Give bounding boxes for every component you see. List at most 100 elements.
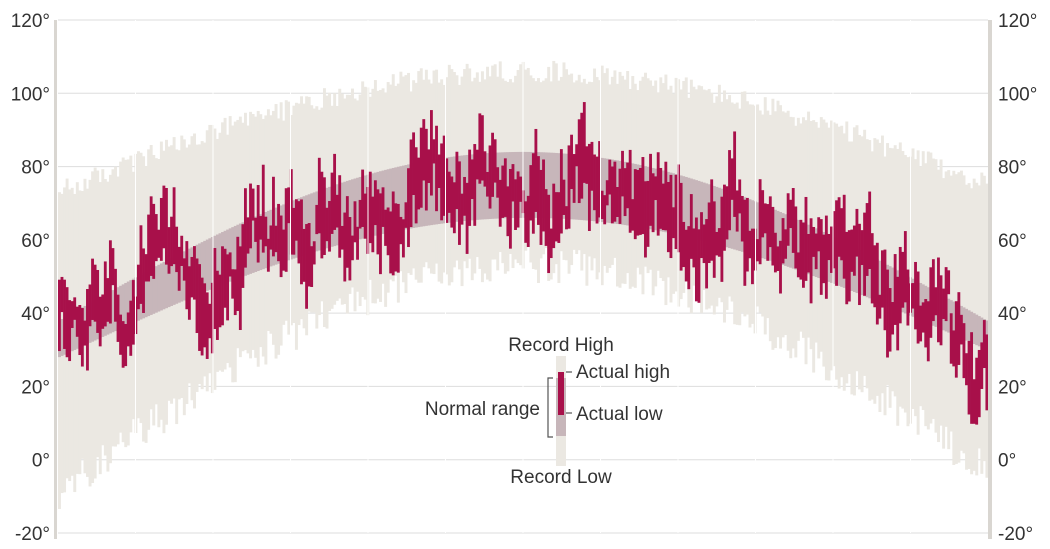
actual-bar	[399, 216, 403, 245]
normal-bar	[437, 158, 441, 224]
normal-bar	[975, 314, 979, 346]
y-tick-label-left: 120°	[11, 11, 50, 32]
actual-bar	[954, 301, 958, 378]
actual-bar	[119, 314, 122, 355]
actual-bar	[236, 236, 240, 311]
normal-bar	[547, 152, 551, 219]
actual-bar	[455, 151, 459, 210]
actual-bar	[491, 132, 494, 197]
normal-bar	[789, 216, 793, 268]
actual-bar	[638, 167, 642, 235]
actual-bar	[182, 258, 186, 281]
normal-bar	[396, 166, 400, 231]
actual-bar	[577, 119, 581, 204]
actual-bar	[486, 171, 489, 197]
actual-bar	[898, 246, 902, 324]
normal-bar	[888, 266, 892, 307]
actual-bar	[654, 176, 658, 201]
normal-bar	[631, 163, 635, 227]
normal-bar	[432, 159, 436, 225]
actual-bar	[340, 225, 344, 250]
normal-bar	[878, 260, 882, 303]
actual-bar	[458, 161, 461, 245]
normal-bar	[692, 179, 696, 239]
normal-bar	[776, 210, 780, 264]
actual-bar	[442, 135, 446, 216]
actual-bar	[203, 283, 207, 348]
actual-bar	[962, 323, 966, 379]
y-tick-label-right: 60°	[998, 231, 1027, 252]
actual-bar	[776, 246, 780, 271]
normal-bar	[259, 214, 263, 271]
actual-bar	[534, 128, 538, 212]
actual-bar	[516, 171, 520, 228]
actual-bar	[465, 182, 469, 254]
actual-bar	[193, 246, 196, 300]
actual-bar	[215, 270, 219, 340]
actual-bar	[735, 190, 739, 232]
actual-bar	[768, 196, 772, 248]
normal-bar	[585, 155, 589, 221]
normal-bar	[694, 180, 698, 240]
actual-bar	[307, 223, 311, 287]
actual-bar	[641, 157, 645, 235]
normal-bar	[748, 199, 752, 255]
actual-bar	[916, 271, 920, 344]
normal-bar	[557, 153, 561, 219]
actual-bar	[394, 203, 398, 272]
actual-bar	[274, 225, 278, 253]
normal-bar	[565, 153, 568, 219]
actual-bar	[812, 226, 816, 257]
normal-bar	[254, 216, 258, 272]
actual-bar	[419, 127, 423, 208]
normal-bar	[970, 311, 974, 343]
legend-actual-high-label: Actual high	[576, 362, 670, 383]
actual-bar	[725, 186, 729, 240]
actual-bar	[292, 207, 296, 255]
y-tick-label-left: 20°	[21, 377, 50, 398]
actual-bar	[302, 228, 306, 282]
actual-bar	[598, 141, 602, 218]
actual-bar	[975, 357, 979, 425]
normal-bar	[493, 152, 497, 219]
actual-bar	[136, 264, 140, 310]
actual-bar	[850, 229, 854, 272]
actual-bar	[921, 302, 925, 333]
actual-bar	[623, 168, 627, 217]
actual-bar	[761, 190, 765, 238]
actual-bar	[947, 270, 951, 295]
actual-bar	[858, 223, 861, 306]
actual-bar	[514, 179, 517, 230]
actual-bar	[980, 342, 984, 389]
actual-bar	[218, 274, 222, 328]
actual-bar	[937, 257, 940, 343]
actual-bar	[167, 227, 171, 274]
actual-bar	[926, 301, 930, 362]
normal-bar	[705, 183, 709, 242]
actual-bar	[294, 199, 298, 241]
actual-bar	[175, 226, 179, 273]
actual-bar	[424, 128, 428, 211]
actual-bar	[80, 308, 84, 367]
actual-bar	[315, 204, 319, 235]
actual-bar	[677, 164, 680, 253]
actual-bar	[784, 229, 788, 259]
actual-bar	[384, 209, 387, 246]
actual-bar	[63, 279, 66, 349]
actual-bar	[205, 292, 209, 359]
actual-bar	[738, 179, 742, 214]
actual-bar	[863, 212, 866, 296]
actual-bar	[379, 193, 382, 275]
y-tick-label-left: -20°	[15, 524, 50, 545]
actual-bar	[965, 353, 968, 386]
actual-bar	[779, 240, 782, 294]
actual-bar	[824, 215, 828, 299]
actual-bar	[75, 306, 79, 337]
actual-bar	[911, 283, 915, 309]
actual-bar	[531, 153, 535, 234]
actual-bar	[98, 296, 102, 347]
actual-bar	[254, 217, 258, 242]
normal-bar	[582, 155, 586, 221]
normal-bar	[175, 255, 179, 304]
normal-bar	[302, 196, 306, 256]
